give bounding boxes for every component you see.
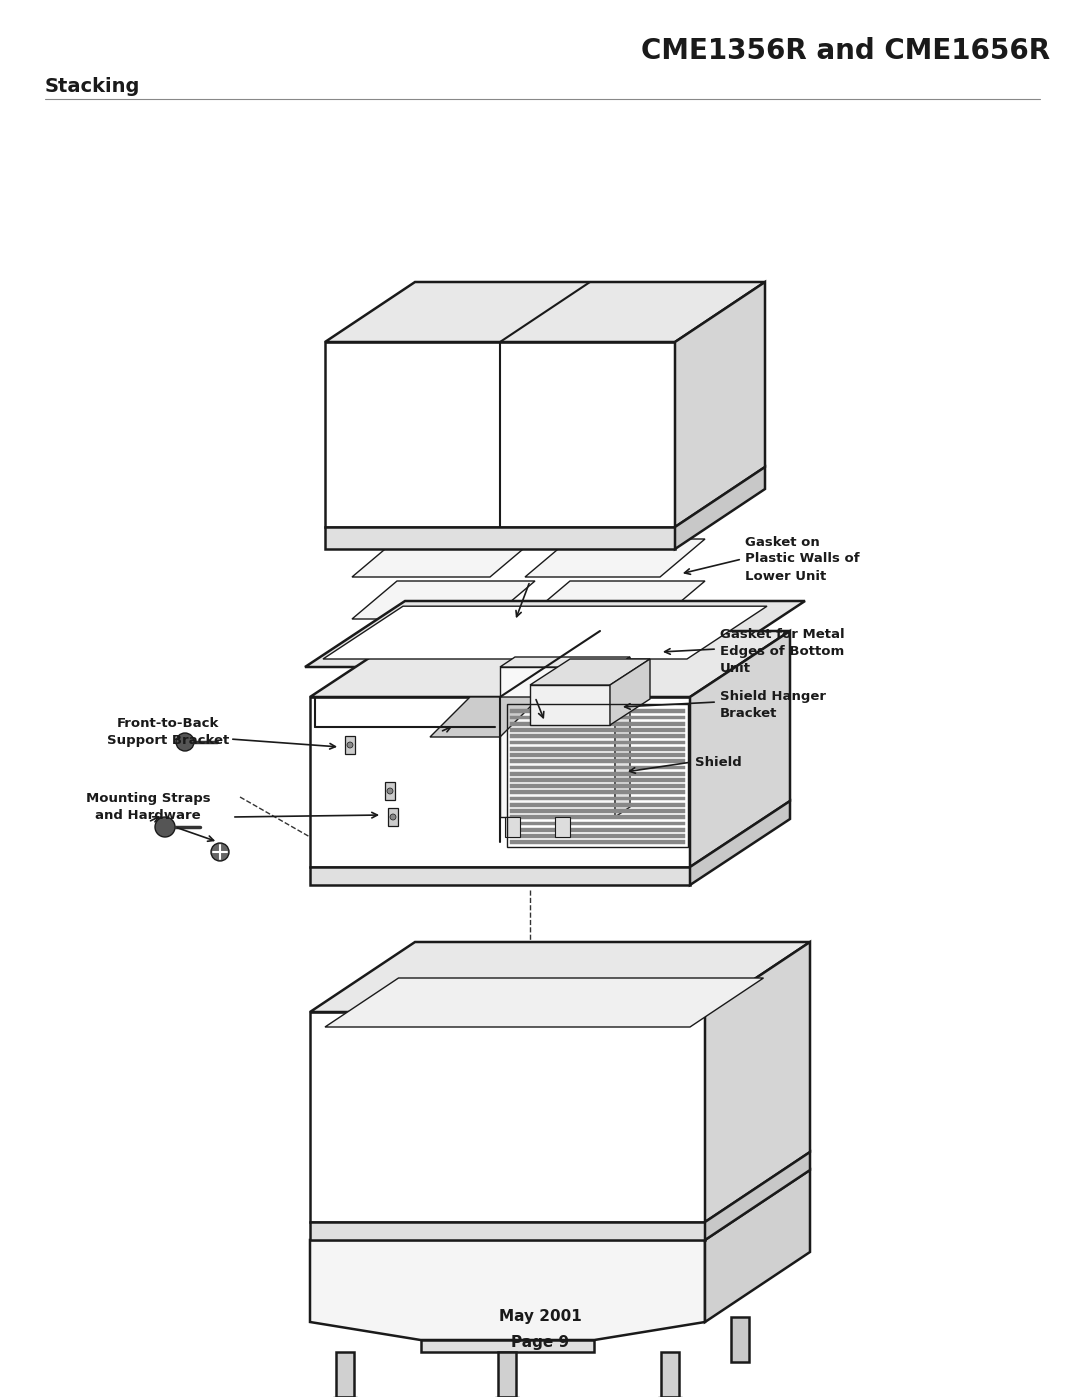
Polygon shape	[530, 685, 610, 725]
Polygon shape	[610, 659, 650, 725]
Polygon shape	[510, 740, 685, 745]
Polygon shape	[310, 1222, 705, 1241]
Polygon shape	[510, 816, 685, 819]
Text: Stacking: Stacking	[45, 77, 140, 96]
Polygon shape	[352, 539, 535, 577]
Polygon shape	[388, 807, 399, 826]
Polygon shape	[510, 747, 685, 750]
Polygon shape	[510, 715, 685, 719]
Polygon shape	[500, 657, 630, 666]
Polygon shape	[690, 800, 789, 886]
Polygon shape	[661, 1352, 679, 1397]
Polygon shape	[510, 753, 685, 757]
Polygon shape	[510, 791, 685, 793]
Circle shape	[387, 788, 393, 793]
Polygon shape	[345, 736, 355, 754]
Polygon shape	[510, 722, 685, 725]
Polygon shape	[352, 581, 535, 619]
Polygon shape	[510, 766, 685, 770]
Polygon shape	[325, 342, 675, 527]
Polygon shape	[310, 1011, 705, 1222]
Text: Shield: Shield	[696, 756, 742, 768]
Polygon shape	[530, 659, 650, 685]
Text: CME1356R and CME1656R: CME1356R and CME1656R	[640, 36, 1050, 66]
Polygon shape	[510, 728, 685, 732]
Polygon shape	[420, 1340, 594, 1352]
Polygon shape	[510, 760, 685, 763]
Polygon shape	[310, 1241, 705, 1340]
Polygon shape	[615, 657, 630, 817]
Polygon shape	[510, 796, 685, 800]
Polygon shape	[323, 606, 767, 659]
Circle shape	[156, 817, 175, 837]
Polygon shape	[675, 282, 765, 527]
Text: Page 9: Page 9	[511, 1334, 569, 1350]
Polygon shape	[325, 527, 675, 549]
Polygon shape	[525, 539, 705, 577]
Polygon shape	[384, 782, 395, 800]
Polygon shape	[305, 601, 805, 666]
Polygon shape	[310, 942, 810, 1011]
Polygon shape	[510, 784, 685, 788]
Polygon shape	[510, 840, 685, 844]
Polygon shape	[310, 697, 690, 868]
Text: Front-to-Back
Support Bracket: Front-to-Back Support Bracket	[107, 717, 229, 747]
Polygon shape	[310, 868, 690, 886]
Polygon shape	[510, 828, 685, 831]
Text: Mounting Straps
and Hardware: Mounting Straps and Hardware	[85, 792, 211, 821]
Polygon shape	[731, 1317, 750, 1362]
Polygon shape	[430, 697, 540, 738]
Polygon shape	[510, 834, 685, 838]
Text: Gasket for Metal
Edges of Bottom
Unit: Gasket for Metal Edges of Bottom Unit	[720, 629, 845, 676]
Polygon shape	[555, 817, 570, 837]
Circle shape	[211, 842, 229, 861]
Text: Gasket on
Plastic Walls of
Lower Unit: Gasket on Plastic Walls of Lower Unit	[745, 535, 860, 583]
Polygon shape	[325, 282, 765, 342]
Polygon shape	[705, 942, 810, 1222]
Polygon shape	[510, 735, 685, 738]
Polygon shape	[500, 666, 615, 817]
Polygon shape	[325, 978, 764, 1027]
Circle shape	[176, 733, 194, 752]
Polygon shape	[498, 1352, 516, 1397]
Circle shape	[390, 814, 396, 820]
Polygon shape	[705, 1171, 810, 1322]
Text: May 2001: May 2001	[499, 1309, 581, 1324]
Polygon shape	[510, 778, 685, 782]
Polygon shape	[336, 1352, 354, 1397]
Polygon shape	[310, 631, 789, 697]
Polygon shape	[510, 710, 685, 714]
Circle shape	[347, 742, 353, 747]
Polygon shape	[525, 581, 705, 619]
Polygon shape	[505, 817, 519, 837]
Polygon shape	[510, 821, 685, 826]
Polygon shape	[705, 1153, 810, 1241]
Polygon shape	[510, 771, 685, 775]
Polygon shape	[510, 809, 685, 813]
Polygon shape	[690, 631, 789, 868]
Text: Shield Hanger
Bracket: Shield Hanger Bracket	[720, 690, 826, 719]
Polygon shape	[675, 467, 765, 549]
Polygon shape	[510, 803, 685, 806]
